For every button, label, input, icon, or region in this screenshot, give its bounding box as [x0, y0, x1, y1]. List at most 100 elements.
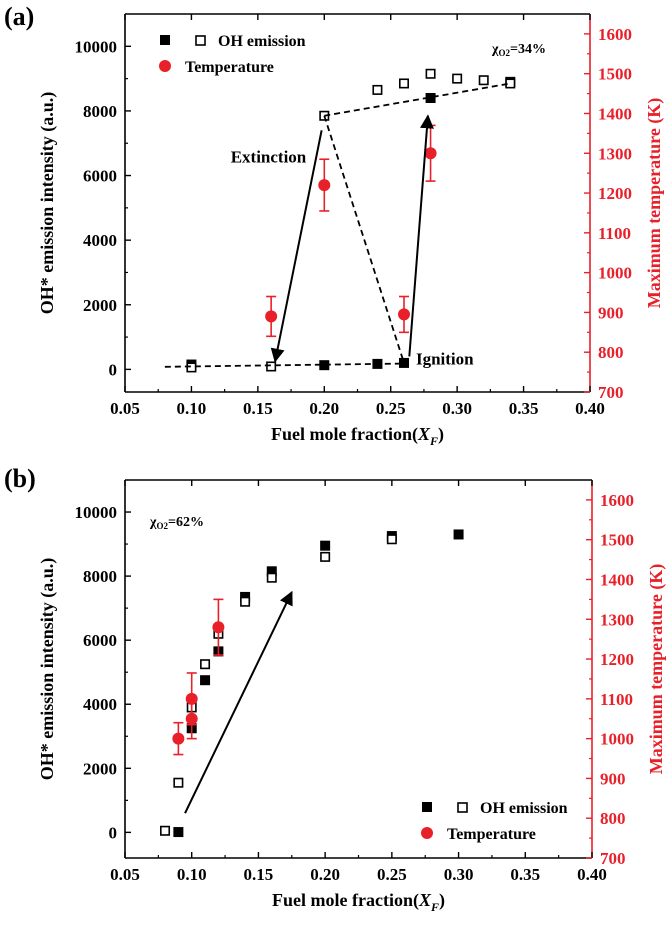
oh-open-point: [160, 825, 171, 836]
x-tick-label: 0.20: [309, 399, 339, 418]
temperature-point: [212, 621, 225, 634]
y-tick-label: 2000: [83, 296, 117, 315]
oh-open-point: [266, 361, 277, 372]
legend-open-square: [195, 35, 206, 46]
x-tick-label: 0.25: [376, 399, 406, 418]
y2-axis-title: Maximum temperature (K): [646, 564, 667, 775]
oh-filled-point: [200, 675, 211, 686]
x-axis-title: Fuel mole fraction(XF): [272, 890, 445, 914]
oh-filled-point: [319, 360, 330, 371]
oh-open-point: [320, 551, 331, 562]
y2-tick-label: 1100: [600, 690, 633, 709]
trend-arrow: [184, 590, 293, 814]
oxygen-fraction-label: χO2=62%: [149, 515, 204, 531]
y2-tick-label: 700: [598, 383, 624, 402]
y2-tick-label: 1400: [600, 570, 634, 589]
y2-tick-label: 700: [600, 849, 626, 868]
x-tick-label: 0.40: [577, 865, 607, 884]
y2-tick-label: 1000: [600, 730, 634, 749]
panel-label: (a): [4, 2, 35, 31]
y-tick-label: 10000: [75, 37, 118, 56]
y-axis-title: OH* emission intensity (a.u.): [37, 558, 58, 781]
oh-filled-point: [453, 529, 464, 540]
x-tick-label: 0.20: [310, 865, 340, 884]
x-tick-label: 0.25: [377, 865, 407, 884]
oh-filled-point: [399, 357, 409, 368]
chart-panel-a: (a) 0.05 0.10 0.15 0.20 0.25 0.30 0.35 0.40 0 200…: [0, 0, 672, 460]
legend-oh-label: OH emission: [480, 800, 568, 817]
temperature-point: [185, 692, 198, 705]
legend-temperature-marker: [421, 827, 433, 839]
extinction-arrow: [270, 130, 323, 363]
legend-open-square: [457, 802, 468, 813]
oh-open-point: [398, 78, 409, 89]
guide-line-upper: [324, 82, 511, 117]
legend-temperature-label: Temperature: [447, 826, 536, 843]
y-tick-label: 6000: [83, 631, 117, 650]
y2-tick-label: 1500: [600, 531, 634, 550]
legend-temperature-label: Temperature: [185, 59, 274, 76]
x-tick-label: 0.10: [177, 865, 207, 884]
oh-filled-point: [425, 93, 436, 103]
y-tick-label: 8000: [83, 102, 117, 121]
legend-temperature-marker: [159, 60, 171, 72]
oxygen-fraction-label: χO2=34%: [491, 42, 546, 58]
oh-filled-point: [320, 540, 331, 551]
y-tick-label: 8000: [83, 567, 117, 586]
y2-tick-label: 800: [600, 809, 626, 828]
temperature-point: [172, 732, 185, 745]
x-tick-label: 0.40: [575, 399, 605, 418]
oh-open-point: [386, 534, 397, 545]
oh-open-point: [240, 596, 251, 607]
y2-tick-label: 1100: [598, 224, 631, 243]
legend-oh-label: OH emission: [218, 33, 306, 50]
y2-tick-label: 800: [598, 343, 624, 362]
guide-line-lower: [164, 362, 405, 368]
y2-tick-label: 1400: [598, 104, 632, 123]
y-axis-title: OH* emission intensity (a.u.): [37, 92, 58, 315]
x-tick-label: 0.35: [510, 865, 540, 884]
y2-tick-label: 1200: [598, 184, 632, 203]
legend-filled-square: [160, 35, 170, 45]
ignition-label: Ignition: [416, 350, 474, 369]
y-tick-label: 0: [109, 360, 118, 379]
oh-open-point: [186, 362, 197, 373]
x-tick-label: 0.05: [110, 865, 140, 884]
y2-tick-label: 900: [598, 303, 624, 322]
chart-b-svg: 0.05 0.10 0.15 0.20 0.25 0.30 0.35 0.40 0 2000 400…: [37, 479, 667, 914]
x-tick-label: 0.15: [244, 865, 274, 884]
x-axis-title: Fuel mole fraction(XF): [271, 424, 444, 448]
x-tick-label: 0.15: [243, 399, 273, 418]
y2-tick-label: 1300: [598, 144, 632, 163]
y-tick-label: 0: [109, 823, 118, 842]
y-tick-label: 4000: [83, 695, 117, 714]
panel-label: (b): [4, 464, 36, 493]
oh-open-point: [452, 73, 463, 84]
oh-open-point: [173, 777, 184, 788]
temperature-point: [398, 308, 410, 321]
oh-open-point: [266, 572, 277, 583]
temperature-point: [318, 179, 331, 192]
oh-filled-point: [266, 566, 277, 577]
temperature-point: [424, 147, 437, 160]
y-tick-label: 2000: [83, 759, 117, 778]
y2-tick-label: 1600: [598, 25, 632, 44]
oh-filled-point: [173, 827, 184, 838]
oh-open-point: [425, 68, 436, 79]
y2-tick-label: 1600: [600, 491, 634, 510]
ignition-arrow: [408, 114, 434, 357]
y-tick-label: 4000: [83, 231, 117, 250]
y2-tick-label: 1200: [600, 650, 634, 669]
oh-open-point: [478, 75, 489, 86]
x-tick-label: 0.10: [177, 399, 207, 418]
y-tick-label: 10000: [75, 503, 118, 522]
x-tick-label: 0.05: [110, 399, 140, 418]
oh-open-point: [200, 659, 211, 670]
chart-panel-b: (b) 0.05 0.10 0.15 0.20 0.25 0.30 0.35 0.40 0 200…: [0, 462, 672, 925]
y2-tick-label: 1300: [600, 610, 634, 629]
y2-axis-title: Maximum temperature (K): [644, 98, 665, 309]
x-tick-label: 0.30: [442, 399, 472, 418]
y2-tick-label: 1000: [598, 264, 632, 283]
y2-tick-label: 1500: [598, 65, 632, 84]
guide-line-drop: [323, 115, 405, 364]
